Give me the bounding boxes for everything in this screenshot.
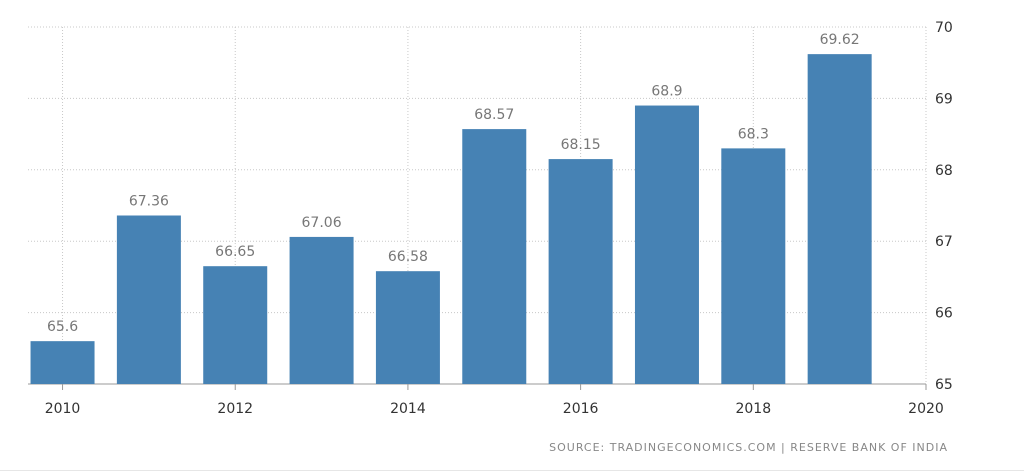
bar-2013: [289, 236, 354, 384]
y-tick-label: 65: [935, 377, 953, 393]
x-tick-label: 2018: [735, 401, 771, 417]
bar-2019: [807, 54, 872, 385]
source-note: SOURCE: TRADINGECONOMICS.COM | RESERVE B…: [549, 441, 948, 454]
x-tick-label: 2016: [563, 401, 599, 417]
x-tick-label: 2012: [217, 401, 253, 417]
bar-2015: [462, 129, 527, 384]
bar-2018: [721, 148, 786, 384]
bar-2010: [30, 341, 95, 384]
y-tick-label: 66: [935, 306, 953, 322]
y-tick-label: 69: [935, 91, 953, 107]
value-label-2010: 65.6: [47, 319, 78, 335]
x-axis-ticks: 2010 2012 2014 2016 2018 2020: [45, 401, 944, 417]
bar-2012: [203, 266, 268, 384]
value-label-2015: 68.57: [474, 107, 514, 123]
bar-2011: [116, 215, 181, 384]
x-tick-label: 2020: [908, 401, 944, 417]
bar-2017: [634, 105, 699, 384]
x-tick-label: 2010: [45, 401, 81, 417]
value-label-2018: 68.3: [738, 126, 769, 142]
y-tick-label: 70: [935, 20, 953, 36]
x-tick-label: 2014: [390, 401, 426, 417]
bars: [30, 54, 872, 385]
y-axis-ticks: 65 66 67 68 69 70: [935, 20, 953, 393]
bottom-divider: [0, 470, 1024, 471]
y-tick-label: 67: [935, 234, 953, 250]
bar-2014: [375, 271, 440, 384]
value-label-2014: 66.58: [388, 249, 428, 265]
value-label-2019: 69.62: [820, 32, 860, 48]
y-tick-label: 68: [935, 163, 953, 179]
value-label-2016: 68.15: [561, 137, 601, 153]
value-label-2013: 67.06: [302, 215, 342, 231]
value-labels: 65.6 67.36 66.65 67.06 66.58 68.57 68.15 68.9 68…: [47, 32, 860, 335]
value-label-2011: 67.36: [129, 193, 169, 209]
bar-2016: [548, 159, 613, 384]
value-label-2017: 68.9: [651, 84, 682, 100]
value-label-2012: 66.65: [215, 244, 255, 260]
